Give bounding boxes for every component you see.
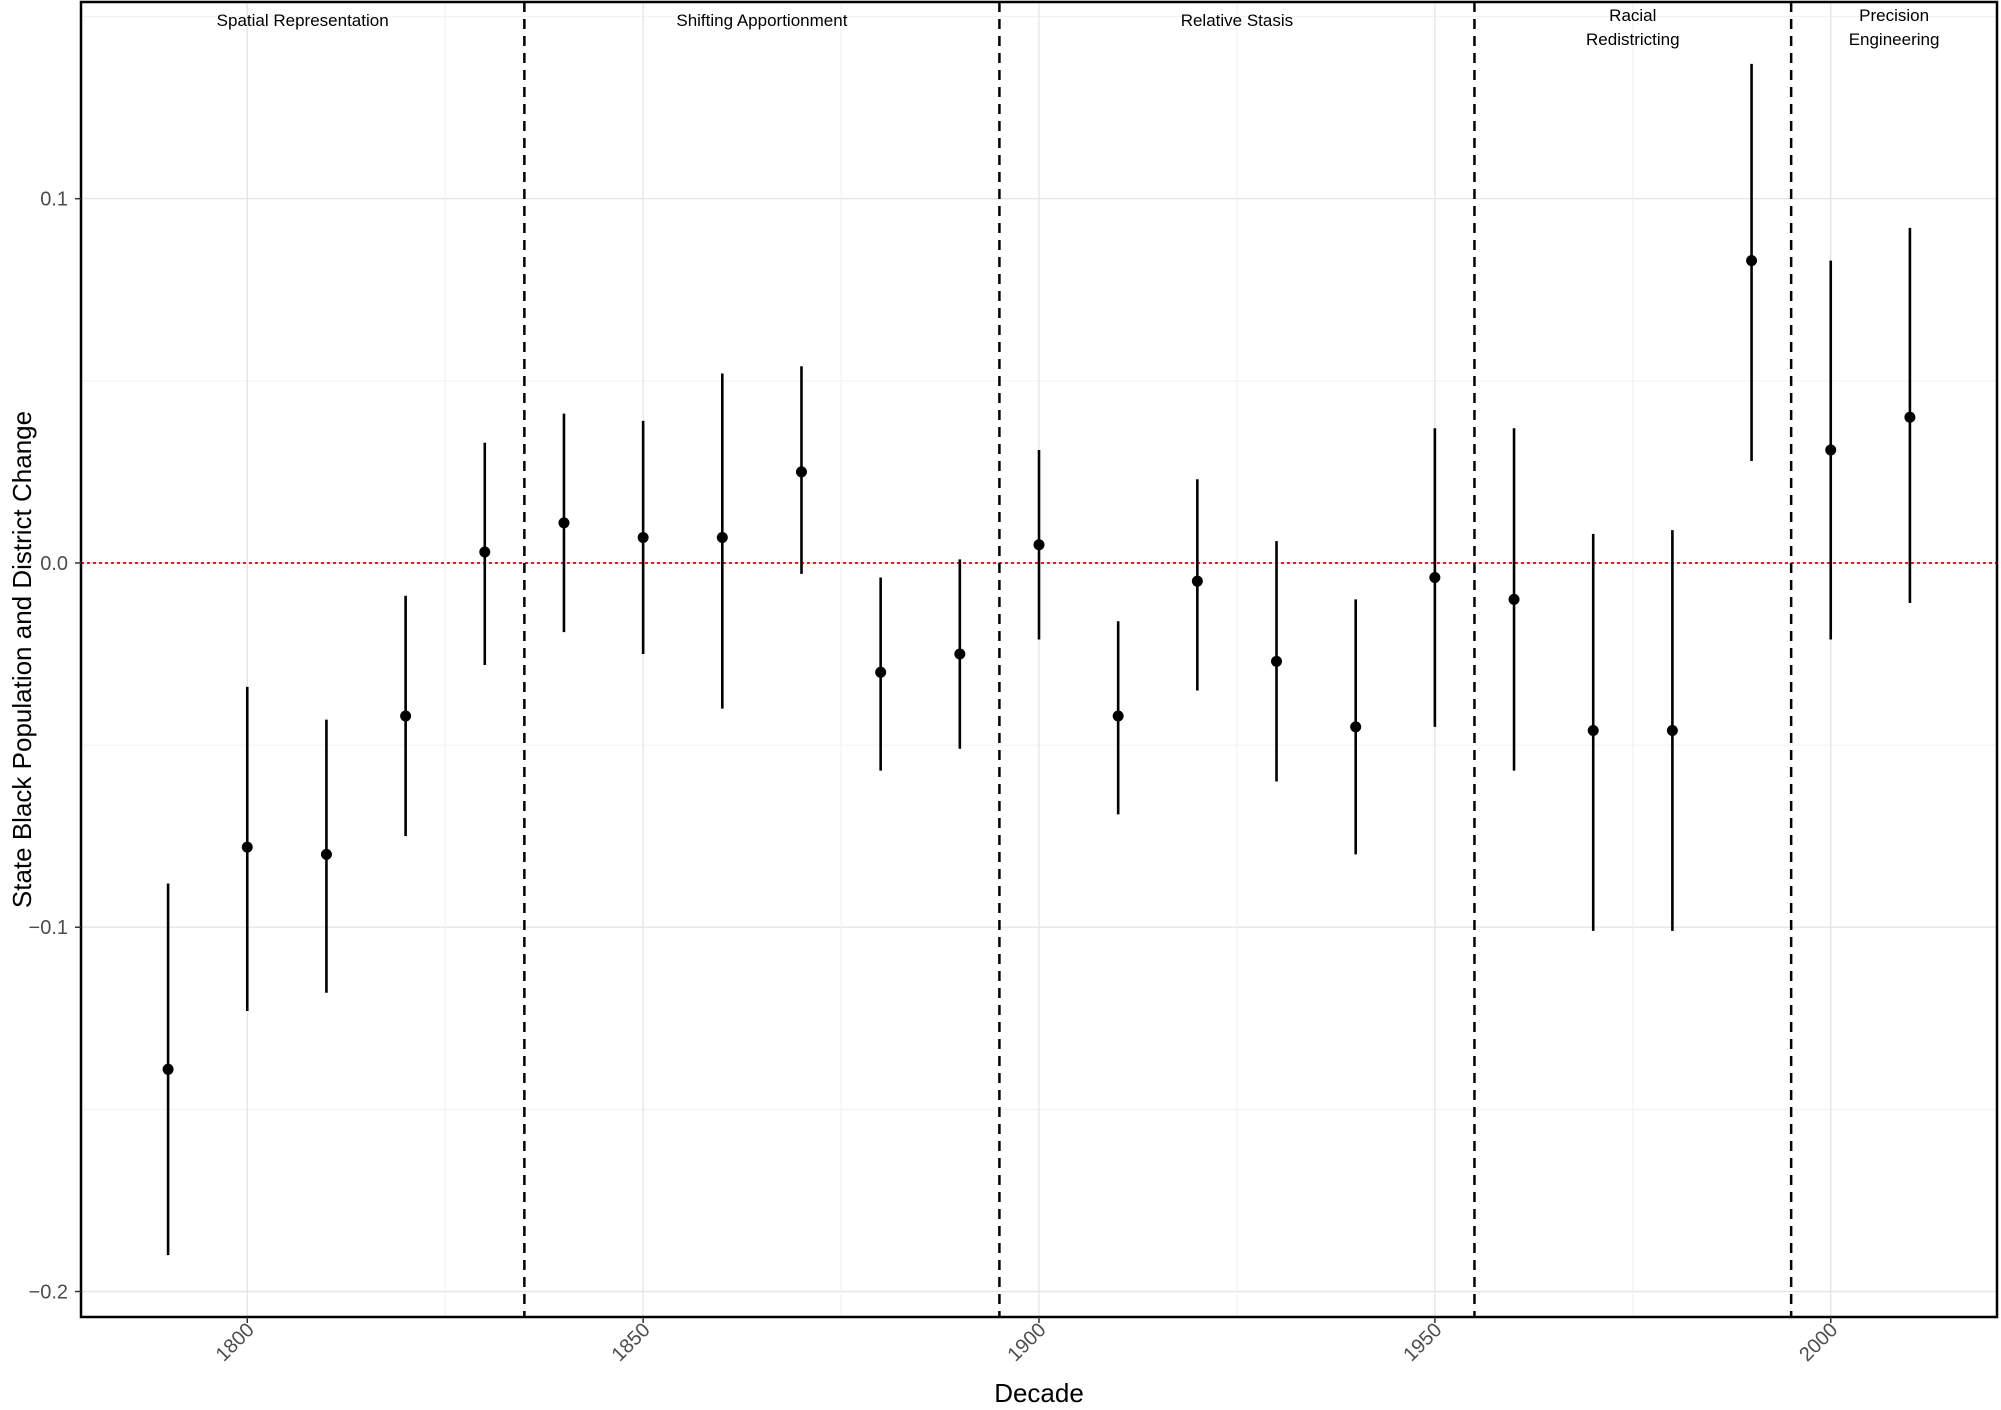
period-label-line: Spatial Representation [217, 11, 389, 30]
data-point [1429, 572, 1441, 584]
period-label-line: Racial [1609, 6, 1656, 25]
x-tick-label: 2000 [1795, 1319, 1842, 1366]
y-tick-label: 0.0 [40, 553, 68, 575]
period-label-line: Precision [1859, 6, 1929, 25]
data-point [637, 531, 649, 543]
y-tick-label: 0.1 [40, 189, 68, 211]
y-tick-label: −0.1 [29, 917, 68, 939]
period-label: Precision Engineering [1849, 6, 1940, 49]
data-point [795, 466, 807, 478]
period-label: Relative Stasis [1181, 11, 1293, 30]
data-point [1112, 710, 1124, 722]
x-tick-label: 1800 [212, 1319, 259, 1366]
data-point [1033, 539, 1045, 551]
data-point [479, 546, 491, 558]
y-axis-title: State Black Population and District Chan… [7, 411, 37, 908]
data-point [558, 517, 570, 529]
data-point [400, 710, 412, 722]
period-label-line: Relative Stasis [1181, 11, 1293, 30]
data-point [1746, 255, 1758, 267]
data-point [1666, 725, 1678, 737]
data-point [1825, 444, 1837, 456]
period-label: Shifting Apportionment [676, 11, 847, 30]
period-label-line: Redistricting [1586, 30, 1680, 49]
x-tick-label: 1950 [1399, 1319, 1446, 1366]
x-tick-label: 1900 [1004, 1319, 1051, 1366]
data-point [716, 531, 728, 543]
period-breaks [523, 2, 1793, 1317]
data-point [1350, 721, 1362, 733]
data-point [1191, 575, 1203, 587]
grid [81, 2, 1997, 1317]
data-point [1508, 593, 1520, 605]
data-points [162, 63, 1916, 1256]
y-tick-label: −0.2 [29, 1282, 68, 1304]
data-point [954, 648, 966, 660]
data-point [162, 1063, 174, 1075]
x-axis-ticks: 1800 1850 1900 1950 2000 [212, 1317, 1842, 1366]
data-point [1587, 725, 1599, 737]
x-tick-label: 1850 [608, 1319, 655, 1366]
period-label: Spatial Representation [217, 11, 389, 30]
period-labels: Spatial Representation Shifting Apportion… [217, 6, 1940, 49]
period-label-line: Engineering [1849, 30, 1940, 49]
data-point [320, 848, 332, 860]
y-axis-ticks: −0.2 −0.1 0.0 0.1 [29, 189, 81, 1304]
data-point [875, 666, 887, 678]
data-point [1904, 411, 1916, 423]
period-label-line: Shifting Apportionment [676, 11, 847, 30]
x-axis-title: Decade [994, 1378, 1084, 1408]
data-point [1271, 655, 1283, 667]
period-label: Racial Redistricting [1586, 6, 1680, 49]
data-point [241, 841, 253, 853]
